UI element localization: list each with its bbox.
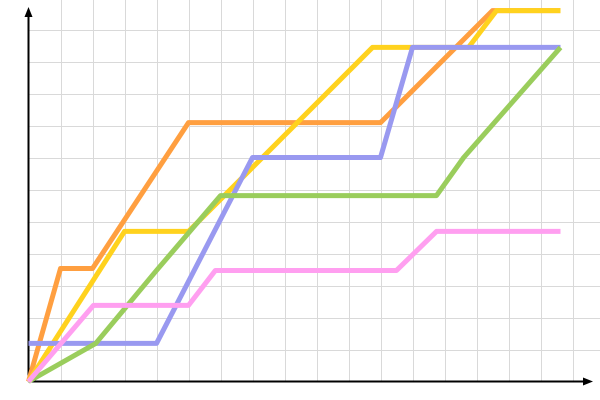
series-line-orange xyxy=(26,8,561,383)
series-line-yellow xyxy=(26,8,561,383)
y-axis-arrowhead xyxy=(24,7,33,17)
series-line-purple xyxy=(28,44,561,346)
series-lines xyxy=(26,8,563,384)
series-line-green xyxy=(27,45,563,384)
axes xyxy=(24,7,593,386)
grid-lines xyxy=(28,0,600,382)
series-line-pink xyxy=(26,228,561,384)
x-axis-arrowhead xyxy=(583,377,593,386)
